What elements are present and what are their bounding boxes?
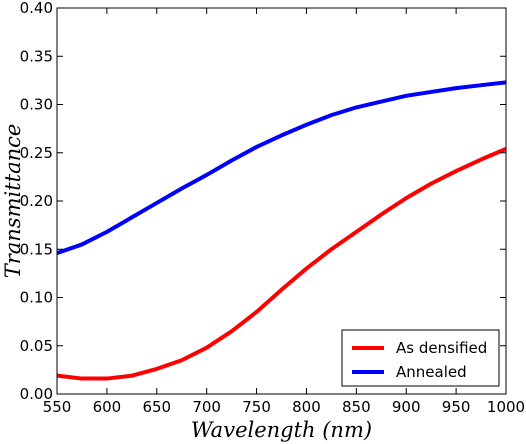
axis-labels: Wavelength (nm) Transmittance — [1, 124, 372, 442]
y-tick-label: 0.15 — [20, 240, 53, 258]
x-tick-label: 850 — [342, 398, 371, 416]
x-tick-label: 800 — [292, 398, 321, 416]
x-axis-label: Wavelength (nm) — [191, 418, 372, 442]
y-tick-label: 0.10 — [20, 289, 53, 307]
y-tick-label: 0.05 — [20, 337, 53, 355]
x-tick-label: 1000 — [487, 398, 525, 416]
series-lines — [57, 80, 506, 381]
y-tick-label: 0.25 — [20, 144, 53, 162]
y-tick-label: 0.40 — [20, 0, 53, 17]
legend-label: As densified — [396, 339, 487, 357]
y-tick-label: 0.30 — [20, 96, 53, 114]
legend-box — [341, 329, 500, 387]
legend: As densified Annealed — [341, 329, 500, 387]
axis-ticks: 550 600 650 700 750 800 850 900 950 1000 0.00 0.05 0… — [20, 0, 526, 416]
x-tick-label: 700 — [192, 398, 221, 416]
x-tick-label: 650 — [142, 398, 171, 416]
y-tick-label: 0.35 — [20, 47, 53, 65]
x-tick-label: 900 — [392, 398, 421, 416]
y-axis-label: Transmittance — [1, 124, 25, 279]
y-tick-label: 0.00 — [20, 385, 53, 403]
x-tick-label: 550 — [43, 398, 72, 416]
x-tick-label: 600 — [93, 398, 122, 416]
series-line-annealed — [57, 80, 506, 255]
x-tick-label: 750 — [242, 398, 271, 416]
x-tick-label: 950 — [442, 398, 471, 416]
legend-label: Annealed — [396, 363, 467, 381]
y-tick-label: 0.20 — [20, 192, 53, 210]
series-line-as-densified — [57, 147, 506, 381]
